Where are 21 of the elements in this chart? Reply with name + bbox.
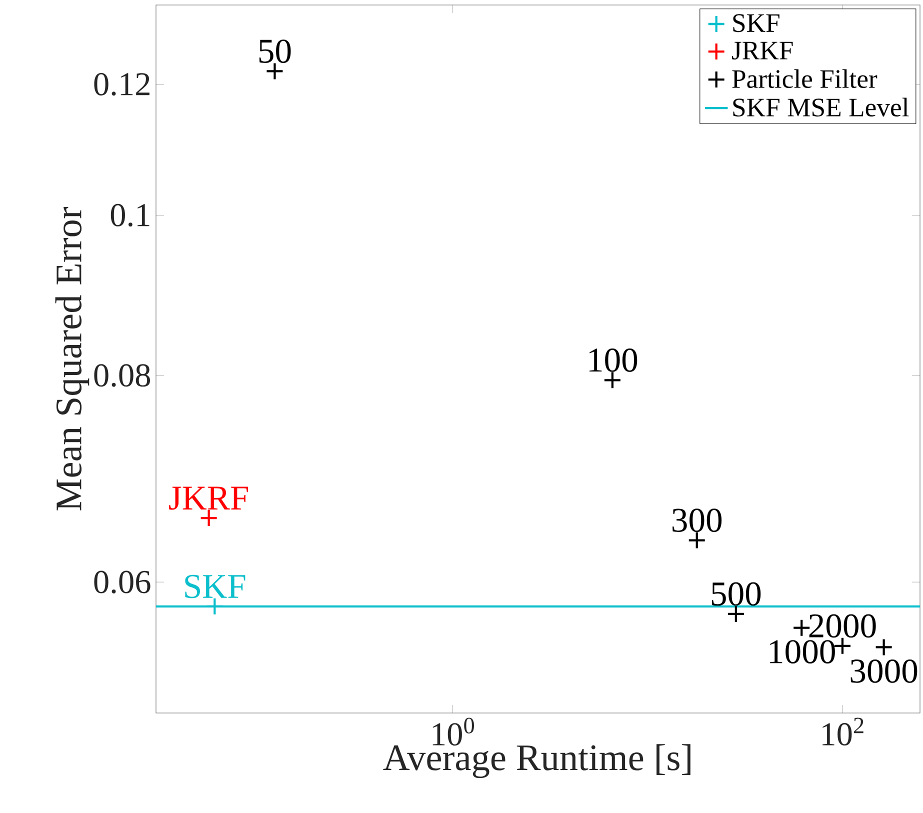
y-tick-label: 0.06 — [94, 570, 150, 594]
annotation: 3000 — [850, 659, 918, 683]
annotation: 300 — [672, 508, 722, 532]
annotation: 500 — [712, 582, 761, 606]
legend-label: Particle Filter — [732, 69, 878, 88]
x-axis-title: Average Runtime [s] — [383, 744, 690, 778]
y-tick-label: 0.1 — [110, 204, 150, 227]
x-tick-label: 10$^{0}$ — [432, 718, 474, 746]
annotation: JKRF — [169, 486, 248, 510]
y-tick-label: 0.08 — [94, 364, 150, 387]
annotation: 2000 — [809, 614, 876, 638]
x-tick-label: 10$^{2}$ — [822, 718, 864, 746]
legend-label: SKF — [733, 14, 780, 32]
y-axis-title: Mean Squared Error — [55, 206, 90, 510]
annotation: 1000 — [770, 640, 835, 664]
annotation: 100 — [589, 348, 638, 372]
y-tick-label: 0.12 — [94, 72, 150, 96]
annotation: 50 — [259, 40, 291, 63]
legend-label: JRKF — [732, 42, 793, 60]
annotation: SKF — [185, 574, 246, 598]
legend-label: SKF MSE Level — [733, 98, 909, 117]
